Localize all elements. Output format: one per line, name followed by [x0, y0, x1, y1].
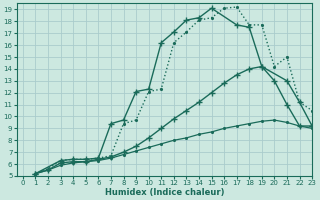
X-axis label: Humidex (Indice chaleur): Humidex (Indice chaleur) — [105, 188, 224, 197]
